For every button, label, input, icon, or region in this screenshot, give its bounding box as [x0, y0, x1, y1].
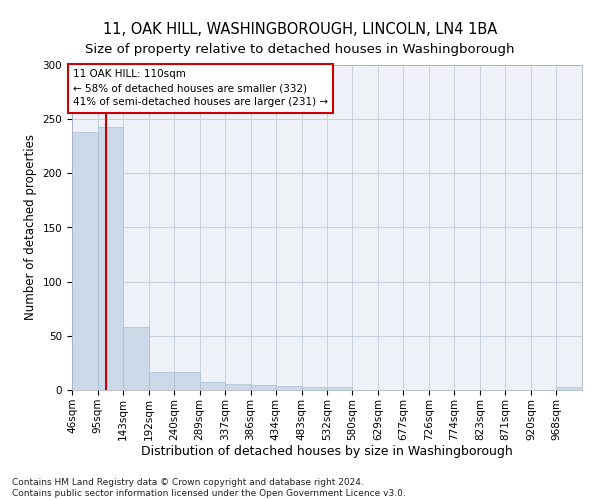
Bar: [276, 386, 302, 390]
X-axis label: Distribution of detached houses by size in Washingborough: Distribution of detached houses by size …: [141, 446, 513, 458]
Bar: [98, 126, 123, 390]
Bar: [556, 387, 582, 390]
Text: 11 OAK HILL: 110sqm
← 58% of detached houses are smaller (332)
41% of semi-detac: 11 OAK HILL: 110sqm ← 58% of detached ho…: [73, 70, 328, 108]
Text: Contains HM Land Registry data © Crown copyright and database right 2024.
Contai: Contains HM Land Registry data © Crown c…: [12, 478, 406, 498]
Bar: [200, 382, 225, 390]
Bar: [302, 387, 327, 390]
Bar: [72, 132, 98, 390]
Bar: [149, 372, 174, 390]
Y-axis label: Number of detached properties: Number of detached properties: [24, 134, 37, 320]
Text: 11, OAK HILL, WASHINGBOROUGH, LINCOLN, LN4 1BA: 11, OAK HILL, WASHINGBOROUGH, LINCOLN, L…: [103, 22, 497, 38]
Bar: [123, 327, 149, 390]
Bar: [174, 372, 200, 390]
Bar: [225, 384, 251, 390]
Bar: [327, 387, 352, 390]
Text: Size of property relative to detached houses in Washingborough: Size of property relative to detached ho…: [85, 42, 515, 56]
Bar: [251, 384, 276, 390]
